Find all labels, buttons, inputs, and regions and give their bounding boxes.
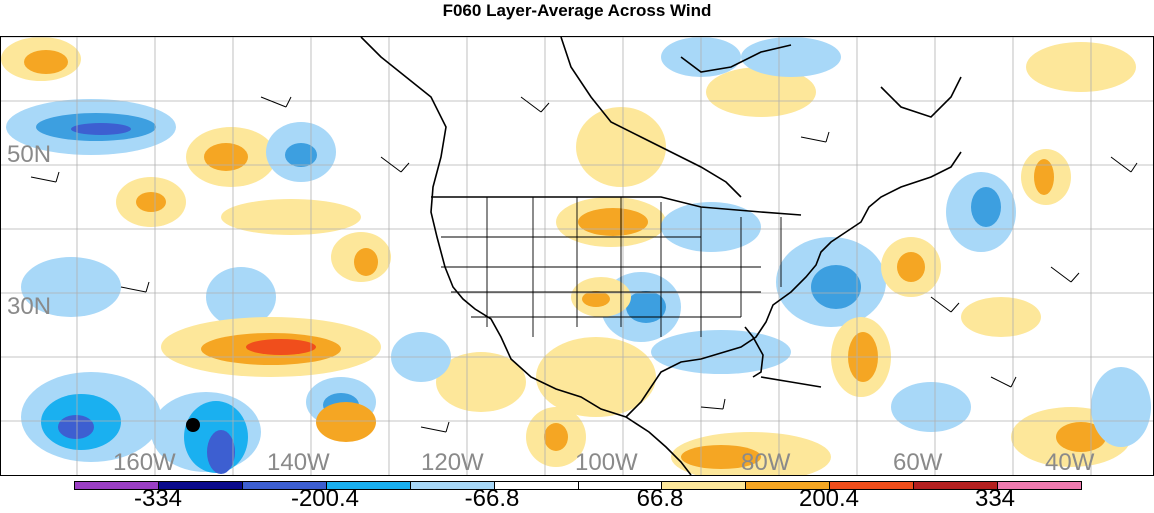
colorbar-segment-5 bbox=[494, 482, 579, 489]
map-panel: 50N 30N 160W 140W 120W 100W 80W 60W 40W bbox=[0, 36, 1154, 476]
colorbar-segment-4 bbox=[410, 482, 495, 489]
wind-barbs bbox=[30, 96, 1138, 433]
lon-label-60w: 60W bbox=[893, 449, 943, 476]
colorbar-label-neg200: -200.4 bbox=[290, 485, 360, 512]
lon-label-40w: 40W bbox=[1045, 449, 1095, 476]
colorbar-label-pos200: 200.4 bbox=[798, 485, 860, 512]
colorbar bbox=[74, 481, 1082, 490]
map-canvas bbox=[1, 37, 1153, 475]
lat-label-50n: 50N bbox=[7, 141, 52, 168]
colorbar-label-pos67: 66.8 bbox=[636, 485, 684, 512]
colorbar-segment-2 bbox=[242, 482, 327, 489]
lat-label-30n: 30N bbox=[7, 293, 52, 320]
colorbar-segment-8 bbox=[746, 482, 831, 489]
colorbar-segment-0 bbox=[75, 482, 159, 489]
colorbar-segment-7 bbox=[662, 482, 747, 489]
lon-label-80w: 80W bbox=[741, 449, 791, 476]
colorbar-label-pos334: 334 bbox=[974, 485, 1016, 512]
lon-label-120w: 120W bbox=[421, 449, 484, 476]
shading-layer bbox=[1, 37, 1151, 475]
colorbar-segment-6 bbox=[578, 482, 663, 489]
colorbar-segment-9 bbox=[830, 482, 915, 489]
colorbar-segment-3 bbox=[326, 482, 411, 489]
storm-center-marker bbox=[186, 418, 200, 432]
colorbar-segment-11 bbox=[998, 482, 1082, 489]
lon-label-100w: 100W bbox=[575, 449, 638, 476]
lon-label-160w: 160W bbox=[113, 449, 176, 476]
colorbar-label-neg334: -334 bbox=[133, 485, 183, 512]
colorbar-segment-10 bbox=[914, 482, 999, 489]
lon-label-140w: 140W bbox=[267, 449, 330, 476]
map-title: F060 Layer-Average Across Wind bbox=[442, 1, 712, 20]
coastlines bbox=[360, 37, 962, 475]
colorbar-segment-1 bbox=[158, 482, 243, 489]
colorbar-label-neg67: -66.8 bbox=[464, 485, 520, 512]
state-borders bbox=[441, 197, 782, 337]
